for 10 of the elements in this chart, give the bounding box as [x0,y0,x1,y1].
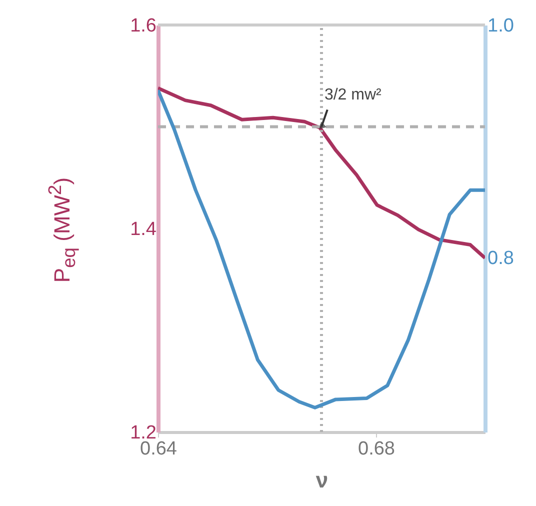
y2-tick-label: 1.0 [488,16,514,36]
annotation: 3/2 mw² [324,86,382,104]
y-tick-label: 1.4 [130,219,157,240]
x-axis-title: ν [316,468,328,492]
y-tick-label: 1.6 [130,16,156,36]
x-tick-label: 0.64 [140,438,178,460]
x-tick-label: 0.68 [358,438,395,460]
y2-tick-label: 0.8 [488,248,514,270]
line-series [158,86,485,260]
line-series [158,88,485,410]
